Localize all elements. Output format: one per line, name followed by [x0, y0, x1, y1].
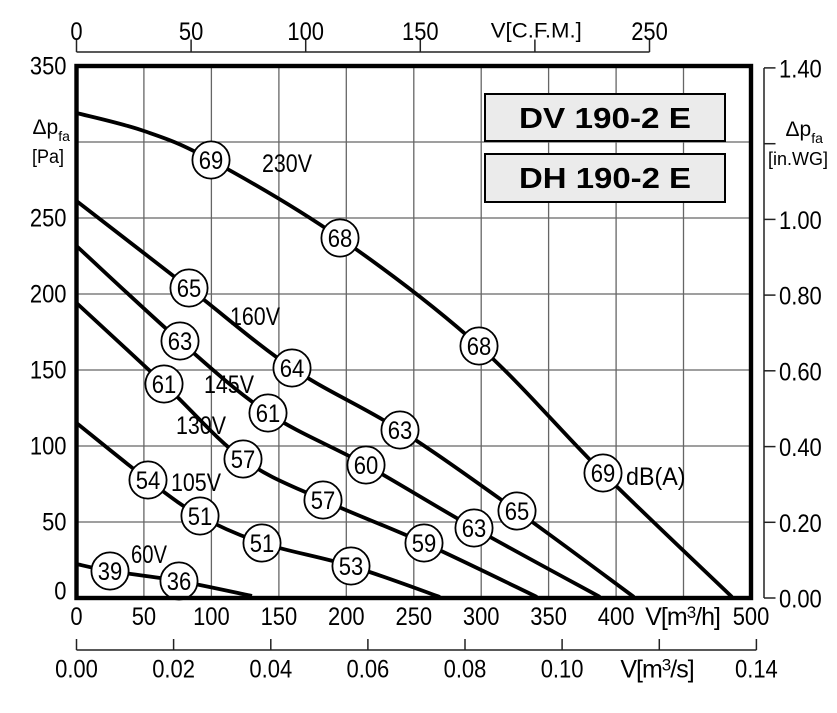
svg-text:1.40: 1.40 — [779, 55, 822, 83]
svg-text:dB(A): dB(A) — [626, 463, 686, 491]
svg-text:0.14: 0.14 — [735, 656, 778, 684]
svg-text:0.10: 0.10 — [541, 656, 584, 684]
svg-text:145V: 145V — [204, 371, 254, 399]
svg-text:DH 190-2 E: DH 190-2 E — [519, 163, 691, 195]
svg-text:69: 69 — [199, 147, 224, 175]
svg-text:350: 350 — [30, 53, 67, 81]
svg-text:57: 57 — [311, 487, 336, 515]
svg-text:250: 250 — [396, 603, 433, 631]
svg-text:V[m3/s]: V[m3/s] — [620, 656, 693, 684]
svg-text:68: 68 — [467, 333, 492, 361]
svg-text:0.08: 0.08 — [444, 656, 487, 684]
svg-text:[in.WG]: [in.WG] — [768, 149, 828, 169]
svg-text:61: 61 — [256, 400, 281, 428]
svg-text:51: 51 — [188, 503, 213, 531]
svg-text:100: 100 — [30, 433, 67, 461]
svg-text:V[m3/h]: V[m3/h] — [645, 603, 720, 631]
svg-text:0: 0 — [54, 578, 66, 606]
svg-text:150: 150 — [402, 18, 439, 46]
svg-text:0.00: 0.00 — [779, 586, 822, 614]
svg-text:1.00: 1.00 — [779, 207, 822, 235]
svg-text:350: 350 — [530, 603, 567, 631]
svg-text:200: 200 — [30, 281, 67, 309]
svg-text:68: 68 — [328, 225, 353, 253]
svg-text:0.04: 0.04 — [249, 656, 292, 684]
svg-text:53: 53 — [339, 553, 364, 581]
svg-text:100: 100 — [287, 18, 324, 46]
svg-text:39: 39 — [98, 558, 123, 586]
svg-text:0.60: 0.60 — [779, 358, 822, 386]
svg-text:150: 150 — [30, 357, 67, 385]
svg-text:63: 63 — [388, 417, 413, 445]
svg-text:105V: 105V — [171, 469, 221, 497]
svg-text:0: 0 — [70, 603, 82, 631]
svg-text:400: 400 — [598, 603, 635, 631]
svg-text:50: 50 — [132, 603, 156, 631]
svg-text:DV 190-2 E: DV 190-2 E — [519, 103, 691, 135]
svg-text:64: 64 — [280, 355, 305, 383]
svg-text:0.40: 0.40 — [779, 434, 822, 462]
svg-text:200: 200 — [328, 603, 365, 631]
svg-text:63: 63 — [168, 328, 193, 356]
svg-text:V[C.F.M.]: V[C.F.M.] — [491, 20, 582, 43]
svg-text:[Pa]: [Pa] — [32, 147, 64, 168]
svg-text:65: 65 — [177, 275, 202, 303]
svg-text:150: 150 — [261, 603, 298, 631]
svg-text:0.20: 0.20 — [779, 510, 822, 538]
svg-text:60: 60 — [354, 452, 379, 480]
svg-text:61: 61 — [152, 371, 177, 399]
svg-text:50: 50 — [42, 509, 66, 537]
svg-text:230V: 230V — [262, 150, 312, 178]
svg-text:0: 0 — [70, 18, 82, 46]
svg-text:300: 300 — [463, 603, 500, 631]
svg-text:130V: 130V — [176, 412, 226, 440]
svg-text:100: 100 — [193, 603, 230, 631]
svg-text:57: 57 — [231, 446, 256, 474]
svg-text:160V: 160V — [230, 303, 280, 331]
svg-text:65: 65 — [505, 498, 530, 526]
svg-text:59: 59 — [412, 530, 437, 558]
svg-text:250: 250 — [30, 205, 67, 233]
svg-text:250: 250 — [631, 18, 668, 46]
svg-text:0.80: 0.80 — [779, 283, 822, 311]
svg-text:63: 63 — [462, 515, 487, 543]
svg-text:69: 69 — [591, 460, 616, 488]
svg-text:500: 500 — [733, 603, 770, 631]
svg-text:36: 36 — [167, 568, 192, 596]
svg-text:50: 50 — [179, 18, 203, 46]
svg-text:0.06: 0.06 — [347, 656, 390, 684]
svg-text:51: 51 — [250, 530, 275, 558]
svg-text:54: 54 — [136, 467, 161, 495]
svg-text:60V: 60V — [131, 541, 167, 569]
svg-text:0.02: 0.02 — [152, 656, 195, 684]
svg-text:0.00: 0.00 — [55, 656, 98, 684]
